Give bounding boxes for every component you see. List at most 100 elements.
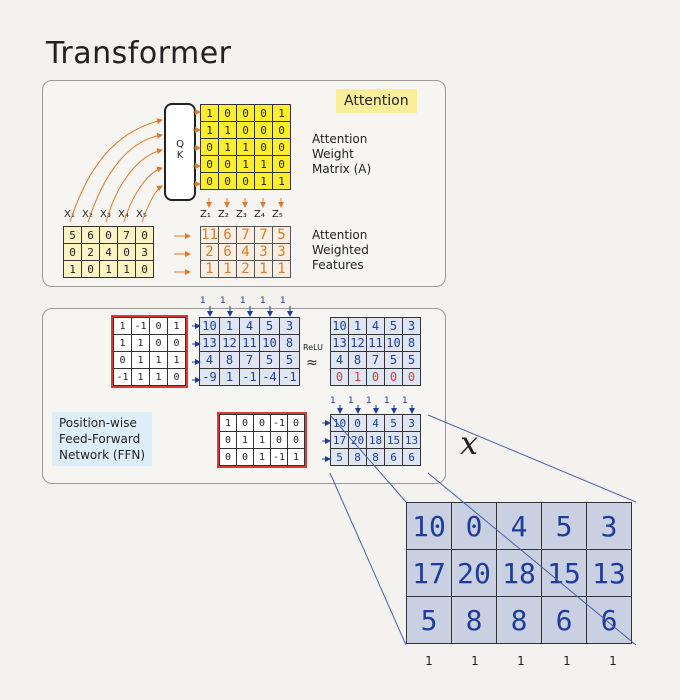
attn-output-cell: 7 xyxy=(254,226,273,244)
ffn-out-cell: 10 xyxy=(330,414,349,432)
attn-output-cell: 1 xyxy=(200,260,219,278)
ffn-w1-cell: 1 xyxy=(149,351,168,369)
approx-symbol: ≈ xyxy=(306,355,318,371)
ffn-h-cell: 4 xyxy=(239,317,260,335)
attn-weight-cell: 1 xyxy=(254,172,273,190)
ffn-w1-matrix: 1 -1 0 1 1 1 0 0 0 1 1 1 -1 1 1 0 xyxy=(111,315,188,388)
q-label: Q xyxy=(176,139,184,150)
zoom-cell: 20 xyxy=(451,549,497,597)
ffn-w1-cell: 0 xyxy=(149,317,168,335)
attn-output-cell: 3 xyxy=(272,243,291,261)
ffn-relu-cell: 5 xyxy=(384,317,403,335)
zoom-cell: 5 xyxy=(406,596,452,644)
zoom-cell: 8 xyxy=(451,596,497,644)
index-label: 1 xyxy=(240,296,246,306)
index-label: 1 xyxy=(280,296,286,306)
attn-output-cell: 7 xyxy=(236,226,255,244)
x-labels: X₁ X₂ X₃ X₄ X₅ xyxy=(64,209,154,220)
zoom-one-label: 1 xyxy=(563,654,571,668)
ffn-w1-cell: 0 xyxy=(167,334,186,352)
x-symbol: x xyxy=(460,424,479,462)
index-label: X₃ xyxy=(100,209,111,220)
ffn-relu-cell: 3 xyxy=(402,317,421,335)
attn-output-cell: 5 xyxy=(272,226,291,244)
ffn-hidden-matrix: 10 1 4 5 3 13 12 11 10 8 4 8 7 5 5 -9 1 -1 -4 -1 xyxy=(199,317,300,386)
qk-box: Q K xyxy=(164,103,196,201)
zoom-cell: 10 xyxy=(406,502,452,550)
attn-weight-cell: 1 xyxy=(200,121,219,139)
zoom-ones-row: 1 1 1 1 1 xyxy=(406,654,636,668)
zoom-matrix: 10 0 4 5 3 17 20 18 15 13 5 8 8 6 6 xyxy=(406,502,632,644)
zoom-cell: 13 xyxy=(586,549,632,597)
index-label: 1 xyxy=(330,396,336,406)
ffn-w1-cell: -1 xyxy=(131,317,150,335)
ffn-h-cell: 12 xyxy=(219,334,240,352)
attn-weight-cell: 0 xyxy=(218,172,237,190)
ffn-w1-cell: 1 xyxy=(167,351,186,369)
ffn-h-cell: -1 xyxy=(279,368,300,386)
ffn-relu-cell: 1 xyxy=(348,368,367,386)
attn-weight-cell: 0 xyxy=(254,104,273,122)
attn-output-cell: 1 xyxy=(272,260,291,278)
attention-matrix-label: Attention Weight Matrix (A) xyxy=(312,132,372,176)
ffn-h-cell: 13 xyxy=(199,334,220,352)
ffn-w2-cell: -1 xyxy=(270,414,288,432)
zoom-cell: 0 xyxy=(451,502,497,550)
ffn-relu-cell: 0 xyxy=(402,368,421,386)
zoom-one-label: 1 xyxy=(609,654,617,668)
ffn-w2-cell: 0 xyxy=(236,448,254,466)
index-label: Z₂ xyxy=(218,209,229,220)
ffn-out-cell: 5 xyxy=(330,448,349,466)
index-label: 1 xyxy=(348,396,354,406)
index-label: 1 xyxy=(220,296,226,306)
ffn-w2-cell: 0 xyxy=(287,431,305,449)
ffn-out-cell: 6 xyxy=(384,448,403,466)
index-label: X₄ xyxy=(118,209,129,220)
ffn-relu-matrix: 10 1 4 5 3 13 12 11 10 8 4 8 7 5 5 0 1 0 0 0 xyxy=(330,317,421,386)
attn-weight-cell: 1 xyxy=(272,104,291,122)
ffn-relu-cell: 5 xyxy=(402,351,421,369)
ffn-h-cell: 5 xyxy=(259,351,280,369)
zoom-cell: 3 xyxy=(586,502,632,550)
ffn-w2-cell: -1 xyxy=(270,448,288,466)
attn-input-cell: 3 xyxy=(135,243,154,261)
index-label: 1 xyxy=(384,396,390,406)
index-label: 1 xyxy=(260,296,266,306)
ffn-w1-cell: 0 xyxy=(167,368,186,386)
index-label: X₁ xyxy=(64,209,75,220)
attn-weight-cell: 1 xyxy=(272,172,291,190)
ffn-w2-matrix: 1 0 0 -1 0 0 1 1 0 0 0 0 1 -1 1 xyxy=(217,412,307,468)
attn-input-cell: 6 xyxy=(81,226,100,244)
ffn-relu-cell: 0 xyxy=(384,368,403,386)
ffn-w1-cell: -1 xyxy=(113,368,132,386)
ffn-out-cell: 6 xyxy=(402,448,421,466)
ffn-w2-cell: 0 xyxy=(236,414,254,432)
ffn-output-matrix: 10 0 4 5 3 17 20 18 15 13 5 8 8 6 6 xyxy=(330,414,421,466)
ffn-relu-cell: 0 xyxy=(366,368,385,386)
zoom-cell: 4 xyxy=(496,502,542,550)
attention-tag: Attention xyxy=(336,89,417,113)
ffn-w2-cell: 1 xyxy=(236,431,254,449)
ffn-relu-cell: 8 xyxy=(402,334,421,352)
ffn-w1-cell: 1 xyxy=(113,317,132,335)
attn-input-cell: 1 xyxy=(117,260,136,278)
attn-weight-cell: 0 xyxy=(236,121,255,139)
index-label: Z₅ xyxy=(272,209,283,220)
attn-input-cell: 0 xyxy=(99,226,118,244)
ffn-w2-cell: 1 xyxy=(219,414,237,432)
zoom-cell: 8 xyxy=(496,596,542,644)
attn-input-cell: 0 xyxy=(135,260,154,278)
ffn-ones-row: 1 1 1 1 1 xyxy=(200,296,300,306)
zoom-cell: 6 xyxy=(541,596,587,644)
index-label: 1 xyxy=(200,296,206,306)
attn-output-cell: 1 xyxy=(254,260,273,278)
ffn-h-cell: 5 xyxy=(279,351,300,369)
attention-output-matrix: 11 6 7 7 5 2 6 4 3 3 1 1 2 1 1 xyxy=(200,226,291,278)
ffn-relu-cell: 0 xyxy=(330,368,349,386)
attn-output-cell: 6 xyxy=(218,243,237,261)
ffn-h-cell: 1 xyxy=(219,368,240,386)
attn-input-cell: 7 xyxy=(117,226,136,244)
index-label: 1 xyxy=(402,396,408,406)
